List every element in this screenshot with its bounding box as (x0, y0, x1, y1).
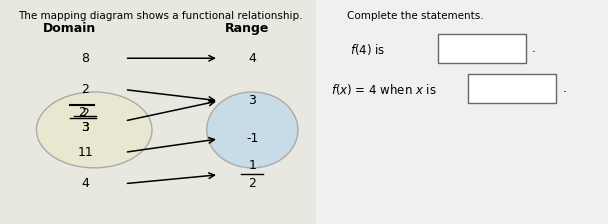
Text: 8: 8 (81, 52, 89, 65)
Text: 4: 4 (249, 52, 256, 65)
Bar (316, 0, 608, 224)
Text: Complete the statements.: Complete the statements. (347, 11, 483, 21)
Text: $\bar{2}$: $\bar{2}$ (81, 105, 89, 121)
Text: 2: 2 (78, 106, 86, 118)
Ellipse shape (207, 92, 298, 168)
Text: 3: 3 (249, 94, 256, 107)
Ellipse shape (36, 92, 152, 168)
Text: 11: 11 (77, 146, 93, 159)
Text: The mapping diagram shows a functional relationship.: The mapping diagram shows a functional r… (18, 11, 303, 21)
Text: 2: 2 (81, 83, 89, 96)
Text: 3: 3 (81, 121, 89, 134)
FancyBboxPatch shape (468, 74, 556, 103)
FancyBboxPatch shape (438, 34, 526, 63)
Text: Range: Range (225, 22, 269, 35)
Text: 2: 2 (249, 177, 256, 190)
Text: 3: 3 (81, 121, 89, 134)
Text: .: . (532, 42, 536, 55)
Text: .: . (562, 82, 567, 95)
Text: $f(x)$ = 4 when $x$ is: $f(x)$ = 4 when $x$ is (331, 82, 437, 97)
Bar (0, 0, 316, 224)
Text: -1: -1 (246, 132, 258, 145)
Text: Domain: Domain (43, 22, 96, 35)
Text: $f(4)$ is: $f(4)$ is (350, 42, 385, 57)
Text: 4: 4 (81, 177, 89, 190)
Text: 1: 1 (249, 159, 256, 172)
